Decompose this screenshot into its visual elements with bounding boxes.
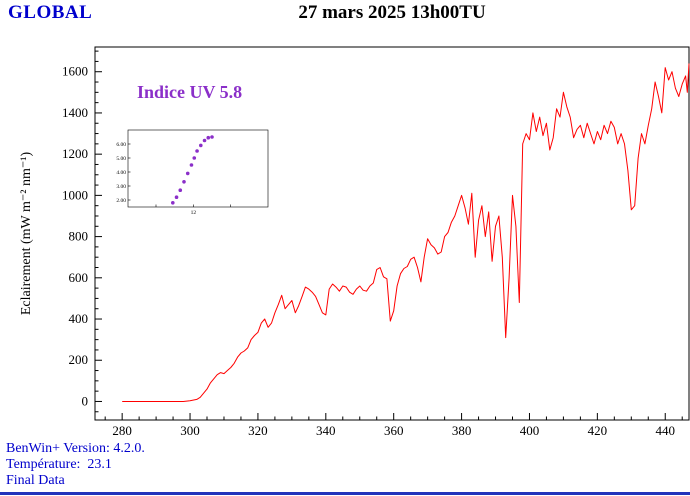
svg-text:4.00: 4.00 [116,170,126,176]
svg-text:3.00: 3.00 [116,184,126,190]
svg-text:1000: 1000 [62,187,88,202]
uv-index-inset: 2.00 3.00 4.00 5.00 6.00 12 [116,129,269,216]
inset-uv-dots [171,135,214,205]
y-axis-title: Eclairement (mW m⁻² nm⁻¹) [19,152,34,316]
svg-text:6.00: 6.00 [116,142,126,148]
plot-frame [94,46,690,421]
svg-text:800: 800 [69,229,89,244]
y-axis-labels: 0 200 400 600 800 1000 1200 1400 1600 [62,64,88,409]
svg-text:400: 400 [520,423,540,438]
x-axis-labels: 280 300 320 340 360 380 400 420 440 [112,423,675,438]
svg-text:300: 300 [180,423,200,438]
temperature-label: Température: 23.1 [6,457,112,472]
svg-text:360: 360 [384,423,404,438]
svg-text:420: 420 [588,423,608,438]
svg-text:1400: 1400 [62,105,88,120]
svg-text:600: 600 [69,270,89,285]
y-axis-ticks [95,50,102,413]
window-bottom-border [0,492,690,495]
final-data-label: Final Data [6,473,65,488]
svg-text:280: 280 [112,423,132,438]
x-axis-ticks [104,413,683,420]
svg-text:5.00: 5.00 [116,156,126,162]
svg-text:380: 380 [452,423,472,438]
status-footer: BenWin+ Version: 4.2.0. Température: 23.… [6,441,145,489]
svg-text:200: 200 [69,352,89,367]
svg-text:0: 0 [82,393,89,408]
channel-label: GLOBAL [8,2,93,23]
spectrum-chart: 280 300 320 340 360 380 400 420 440 0 200 400 600 800… [19,46,690,438]
version-label: BenWin+ Version: 4.2.0. [6,441,145,456]
svg-text:12: 12 [191,210,197,216]
svg-text:400: 400 [69,311,89,326]
svg-text:1200: 1200 [62,146,88,161]
svg-text:2.00: 2.00 [116,198,126,204]
svg-text:1600: 1600 [62,64,88,79]
svg-text:340: 340 [316,423,336,438]
svg-text:440: 440 [655,423,675,438]
inset-frame [127,129,269,208]
svg-text:320: 320 [248,423,268,438]
spectrum-line [122,63,690,402]
datetime-title: 27 mars 2025 13h00TU [298,2,486,23]
uv-index-annotation: Indice UV 5.8 [137,82,242,102]
